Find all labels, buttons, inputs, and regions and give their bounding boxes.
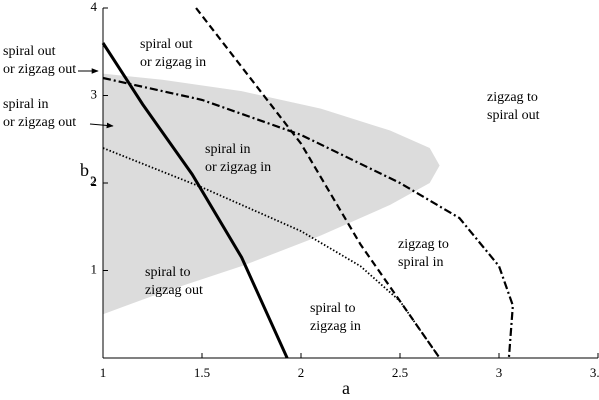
region-label: zigzag to [487,90,538,105]
x-tick-label: 2.5 [392,365,408,380]
plot-area [101,7,514,359]
region-label: spiral in [398,255,444,270]
region [103,73,440,315]
region-label: spiral out [3,44,56,59]
curve [102,76,514,359]
region-label: spiral out [140,37,193,52]
x-tick-label: 3.5 [590,365,599,380]
region-label: spiral to [145,265,191,280]
x-axis-label: a [342,378,350,398]
arrow [89,122,114,129]
region-label: or zigzag in [140,55,206,70]
x-tick-label: 1 [100,365,107,380]
region-label: spiral to [310,301,356,316]
region-label: spiral in [3,97,49,112]
region-label: zigzag out [145,283,203,298]
x-tick-label: 2 [298,365,305,380]
region-label: spiral out [487,108,540,123]
region-label: spiral in [205,142,251,157]
y-tick-label: 1 [91,261,98,276]
region-label: or zigzag in [205,160,271,175]
region-label: zigzag in [310,319,361,334]
curve [102,147,441,359]
y-axis-label: b [80,160,89,180]
x-tick-label: 1.5 [194,365,210,380]
y-tick-label: 3 [91,86,98,101]
region-label: zigzag to [398,237,449,252]
y-tick-label: 2 [91,174,98,189]
x-tick-label: 3 [496,365,503,380]
y-tick-label: 4 [91,0,98,14]
y-axis-label-subscript: 2 [90,173,97,188]
region-label: or zigzag out [3,62,76,77]
region-label: or zigzag out [3,115,76,130]
